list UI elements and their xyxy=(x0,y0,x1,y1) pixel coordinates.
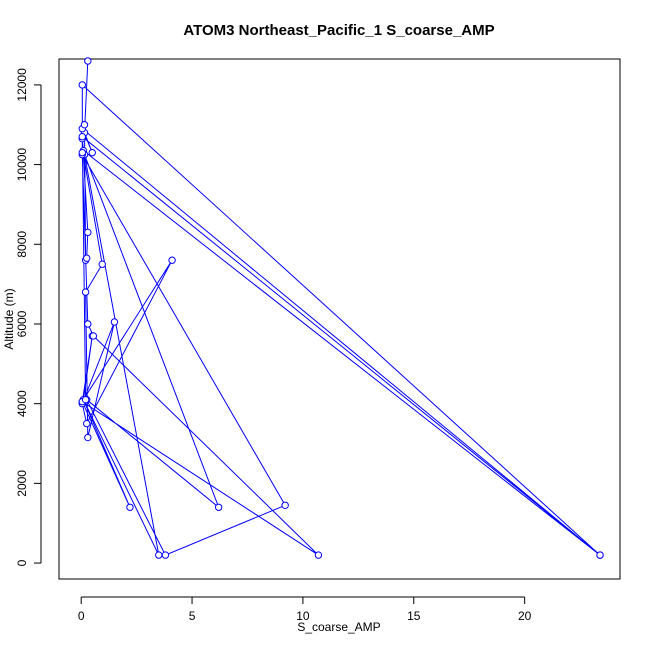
y-tick-label: 6000 xyxy=(15,310,29,337)
data-series xyxy=(78,57,604,559)
y-tick-label: 10000 xyxy=(15,148,29,182)
x-axis-label: S_coarse_AMP xyxy=(297,620,380,634)
data-point xyxy=(281,501,289,509)
data-point xyxy=(78,133,86,141)
data-point xyxy=(84,433,92,442)
y-tick-label: 8000 xyxy=(15,231,29,258)
y-tick-label: 12000 xyxy=(15,68,29,102)
y-tick-label: 0 xyxy=(15,559,29,566)
data-point xyxy=(81,288,90,296)
data-point xyxy=(81,395,90,404)
chart-title: ATOM3 Northeast_Pacific_1 S_coarse_AMP xyxy=(183,22,494,39)
series-line xyxy=(81,60,601,556)
data-point xyxy=(110,318,119,326)
data-point xyxy=(83,419,91,428)
x-tick-label: 10 xyxy=(296,609,310,623)
data-point xyxy=(214,503,223,511)
data-point xyxy=(98,260,106,268)
x-axis: 0 5 10 15 20 xyxy=(78,596,532,623)
y-axis: 0 2000 4000 6000 8000 10000 12000 xyxy=(15,68,42,566)
data-point xyxy=(89,332,98,340)
y-tick-label: 4000 xyxy=(15,390,29,417)
data-point xyxy=(168,256,176,264)
data-point xyxy=(88,148,96,157)
data-point xyxy=(126,503,134,511)
y-axis-label: Altitude (m) xyxy=(2,288,16,349)
data-point xyxy=(78,81,86,89)
data-point xyxy=(596,551,604,559)
data-point xyxy=(314,551,323,559)
data-point xyxy=(83,254,91,262)
x-tick-label: 5 xyxy=(189,609,196,623)
data-point xyxy=(80,121,89,129)
plot-frame xyxy=(58,58,621,580)
data-point xyxy=(84,228,92,237)
x-tick-label: 0 xyxy=(78,609,85,623)
data-point xyxy=(161,551,170,559)
data-point xyxy=(78,148,86,157)
x-tick-label: 15 xyxy=(407,609,421,623)
y-tick-label: 2000 xyxy=(15,470,29,497)
data-point xyxy=(84,320,92,328)
data-point xyxy=(84,57,92,65)
x-tick-label: 20 xyxy=(518,609,532,623)
data-point xyxy=(155,551,163,559)
